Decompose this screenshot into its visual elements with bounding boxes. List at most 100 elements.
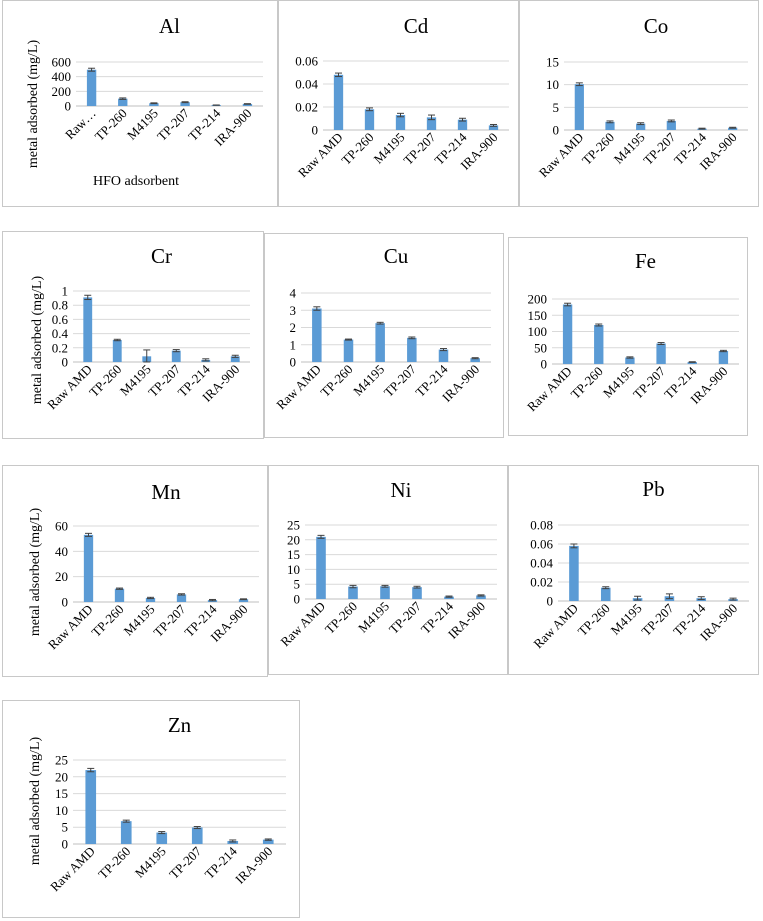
bar-tp-260	[114, 588, 125, 602]
chart-panel-zn: Zn 0 5 10 15 20 25 Raw AMD TP-260 M4195 TP-207 TP-2…	[2, 700, 300, 918]
error-bar	[575, 82, 583, 87]
chart-title: Ni	[391, 478, 412, 502]
error-bar	[317, 534, 325, 539]
bar-tp-207	[176, 594, 187, 602]
chart-svg-pb: Pb 0 0.02 0.04 0.06 0.08 Raw AMDTP-260M4195TP-…	[530, 477, 749, 651]
error-bar	[231, 354, 239, 358]
bar-tp-260	[594, 325, 604, 364]
y-tick-label: 0	[547, 594, 554, 609]
x-tick-label: Raw AMD	[295, 130, 346, 181]
error-bar	[697, 596, 705, 601]
x-tick-label: TP-207	[386, 598, 425, 637]
error-bar	[345, 338, 352, 341]
y-axis-label: metal adsorbed (mg/L)	[28, 508, 43, 637]
bar-raw-amd	[333, 74, 344, 130]
chart-title: Mn	[151, 480, 181, 504]
bar-tp-260	[118, 98, 128, 106]
error-bar	[657, 342, 665, 345]
y-tick-label: 5	[294, 577, 301, 592]
y-tick-label: 2	[290, 320, 297, 335]
error-bar	[193, 826, 201, 830]
bar-tp-214	[444, 596, 454, 599]
y-tick-label: 0	[65, 99, 72, 114]
error-bar	[178, 593, 185, 596]
x-tick-label: Raw AMD	[47, 844, 98, 895]
y-tick-label: 25	[55, 753, 68, 768]
error-bar	[428, 114, 435, 121]
chart-title: Cu	[384, 244, 409, 268]
y-tick-label: 0	[541, 357, 548, 372]
chart-svg-al: Al0200400600Raw…TP-260M4195TP-207TP-214I…	[26, 14, 263, 189]
y-tick-label: 1	[62, 284, 69, 299]
error-bar	[349, 584, 357, 589]
x-tick-label: Raw AMD	[277, 599, 328, 650]
x-tick-label: M4195	[132, 844, 169, 881]
x-tick-label: M4195	[355, 599, 392, 636]
bar-tp-207	[191, 827, 203, 844]
bar-m4195	[625, 357, 635, 364]
chart-panel-co: Co 0 5 10 15 Raw AMD TP-260 M4195 TP-207 TP-214 IR…	[519, 0, 759, 207]
y-tick-label: 15	[287, 547, 300, 562]
chart-panel-ni: Ni 0 5 10 15 20 25 Raw AMD TP-260 M4195 TP-207 TP-2…	[268, 465, 508, 675]
y-tick-label: 600	[52, 55, 72, 70]
bar-ira-900	[488, 125, 499, 130]
chart-panel-cr: Cr 0 0.2 0.4 0.6 0.8 1 Raw AMD TP-260 M4195 TP-207…	[2, 231, 264, 439]
x-tick-label: TP-260	[568, 364, 606, 402]
y-tick-label: 0.6	[52, 312, 69, 327]
y-tick-label: 60	[55, 519, 68, 534]
chart-title: Al	[159, 14, 180, 38]
error-bar	[313, 306, 321, 311]
y-tick-label: 0	[553, 123, 560, 138]
error-bar	[376, 321, 384, 325]
chart-title: Zn	[168, 713, 192, 737]
error-bar	[459, 117, 466, 122]
bar-tp-207	[666, 120, 676, 130]
y-tick-label: 1	[290, 337, 297, 352]
bar-raw-amd	[316, 536, 326, 599]
bar-tp-260	[112, 339, 122, 362]
error-bar	[88, 67, 96, 72]
y-tick-label: 150	[528, 308, 548, 323]
y-tick-label: 0.4	[52, 326, 69, 341]
x-tick-label: TP-207	[145, 361, 184, 400]
bar-ira-900	[242, 103, 253, 106]
y-tick-label: 0.08	[530, 518, 553, 533]
bar-tp-260	[600, 587, 611, 601]
y-tick-label: 200	[52, 84, 72, 99]
error-bar	[181, 101, 189, 104]
y-tick-label: 3	[290, 303, 297, 318]
y-tick-label: 5	[62, 820, 69, 835]
x-tick-label: TP-260	[88, 602, 126, 640]
x-tick-label: M4195	[120, 602, 157, 639]
bar-m4195	[375, 323, 385, 362]
y-tick-label: 0.06	[530, 537, 553, 552]
y-tick-label: 20	[55, 769, 68, 784]
error-bar	[243, 103, 251, 105]
x-tick-label: TP-207	[381, 361, 420, 400]
bar-tp-260	[120, 821, 132, 844]
x-tick-label: M4195	[124, 106, 161, 143]
error-bar	[729, 126, 737, 129]
bar-tp-214	[687, 362, 697, 364]
bar-tp-207	[171, 350, 181, 362]
x-tick-label: TP-260	[317, 362, 355, 400]
y-tick-label: 200	[528, 292, 548, 307]
error-bar	[688, 361, 696, 363]
bar-tp-207	[407, 337, 417, 362]
x-tick-label: Raw AMD	[45, 602, 96, 653]
error-bar	[87, 767, 95, 773]
error-bar	[570, 543, 578, 549]
error-bar	[595, 323, 603, 327]
y-tick-label: 0	[294, 592, 301, 607]
chart-panel-pb: Pb 0 0.02 0.04 0.06 0.08 Raw AMD TP-260 M4195 TP-…	[508, 465, 759, 675]
bar-m4195	[636, 123, 646, 130]
chart-title: Co	[644, 14, 669, 38]
bar-raw-amd	[85, 770, 97, 844]
error-bar	[85, 532, 92, 537]
chart-title: Pb	[642, 477, 664, 501]
y-tick-label: 0	[62, 355, 69, 370]
x-tick-label: TP-260	[338, 130, 376, 168]
y-tick-label: 0.04	[295, 77, 318, 92]
